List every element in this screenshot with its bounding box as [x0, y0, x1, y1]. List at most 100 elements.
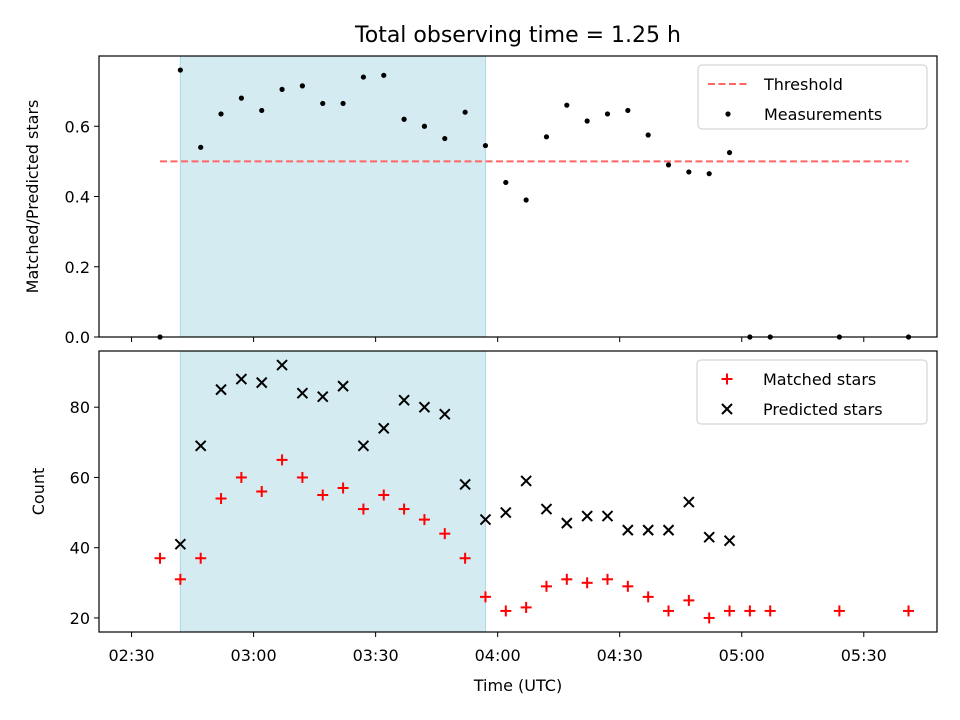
- matched-point: [903, 605, 915, 617]
- predicted-point: [337, 380, 349, 392]
- predicted-point: [235, 373, 248, 385]
- matched-point: [833, 605, 845, 617]
- legend: [697, 64, 928, 130]
- y-tick-label: 0.4: [65, 188, 90, 207]
- predicted-point: [662, 524, 675, 536]
- measurement-point: [625, 107, 631, 114]
- predicted-point-b: [378, 422, 390, 434]
- measurement-point: [686, 169, 692, 175]
- x-axis-label: Time (UTC): [473, 676, 562, 695]
- matched-point: [561, 573, 573, 585]
- predicted-point: [540, 503, 553, 515]
- matched-point: [459, 552, 471, 564]
- matched-point: [398, 503, 410, 515]
- legend-predicted-swatch-b: [721, 403, 733, 415]
- y-tick-label: 40: [70, 539, 90, 558]
- shaded-interval: [179, 55, 486, 338]
- matched-point: [601, 573, 613, 585]
- predicted-point-b: [561, 517, 573, 529]
- measurement-point: [726, 149, 733, 156]
- predicted-point: [439, 408, 451, 420]
- measurement-point: [340, 100, 346, 107]
- matched-point: [703, 612, 715, 624]
- measurement-point: [584, 118, 590, 124]
- measurement-point: [462, 109, 468, 115]
- predicted-point-b: [256, 376, 268, 389]
- matched-point: [683, 594, 695, 606]
- measurement-point: [665, 162, 672, 168]
- matched-point: [764, 605, 776, 617]
- predicted-point: [418, 401, 431, 413]
- matched-point: [418, 514, 430, 526]
- predicted-point-b: [337, 380, 349, 392]
- measurement-point: [564, 102, 570, 108]
- predicted-point-b: [296, 387, 309, 399]
- predicted-point: [622, 524, 634, 536]
- top-panel: 0.0 0.2 0.4 0.6 Matched/Predicted stars Thres…: [23, 55, 938, 347]
- y-tick-label: 0.0: [65, 328, 90, 347]
- measurement-point: [299, 83, 305, 89]
- y-axis-label: Matched/Predicted stars: [23, 100, 42, 294]
- predicted-point: [317, 390, 329, 403]
- predicted-point: [296, 387, 309, 399]
- predicted-point: [215, 383, 227, 396]
- measurement-point: [177, 67, 183, 73]
- measurement-point: [706, 171, 712, 177]
- axes-frame: [98, 55, 938, 338]
- measurement-point: [523, 197, 529, 203]
- x-tick-label: 02:30: [108, 646, 154, 665]
- matched-point: [622, 580, 634, 592]
- measurement-point: [442, 135, 448, 142]
- predicted-point: [459, 478, 471, 491]
- matched-point: [215, 493, 227, 505]
- predicted-point-b: [601, 510, 614, 522]
- predicted-point: [581, 510, 593, 522]
- matched-point: [581, 577, 593, 589]
- measurement-point: [543, 134, 550, 140]
- legend-measurement-swatch: [725, 111, 731, 117]
- predicted-point-b: [276, 359, 288, 371]
- legend-label: Predicted stars: [763, 400, 883, 419]
- predicted-point-b: [174, 538, 187, 550]
- matched-point: [154, 552, 166, 564]
- matched-point: [378, 489, 390, 501]
- y-tick-label: 80: [70, 398, 90, 417]
- predicted-point-b: [235, 373, 248, 385]
- matched-point: [439, 528, 451, 540]
- measurement-point: [645, 132, 651, 138]
- predicted-point-b: [418, 401, 431, 413]
- predicted-point-b: [683, 496, 695, 508]
- predicted-point-b: [459, 478, 471, 491]
- x-tick-label: 05:30: [841, 646, 887, 665]
- legend: [696, 359, 928, 425]
- x-tick-label: 04:00: [475, 646, 521, 665]
- matched-point: [500, 605, 512, 617]
- measurement-point: [218, 111, 224, 117]
- predicted-point: [174, 538, 187, 550]
- predicted-point-b: [357, 440, 370, 452]
- measurement-point: [503, 179, 509, 186]
- predicted-point-b: [194, 440, 207, 452]
- predicted-point-b: [317, 390, 329, 403]
- shaded-interval: [179, 350, 486, 633]
- predicted-point: [357, 440, 370, 452]
- y-tick-label: 0.2: [65, 258, 90, 277]
- matched-point: [663, 605, 675, 617]
- x-tick-label: 05:00: [719, 646, 765, 665]
- matched-point: [520, 601, 532, 613]
- y-tick-label: 20: [70, 609, 90, 628]
- matched-point: [724, 605, 736, 617]
- matched-point: [540, 580, 552, 592]
- predicted-point: [683, 496, 695, 508]
- matched-point: [744, 605, 756, 617]
- predicted-point-b: [479, 513, 492, 526]
- predicted-point: [520, 475, 532, 487]
- predicted-point-b: [520, 475, 532, 487]
- legend-label: Measurements: [764, 105, 882, 124]
- predicted-point: [500, 506, 512, 519]
- predicted-point-b: [439, 408, 451, 420]
- predicted-point-b: [662, 524, 675, 536]
- predicted-point-b: [581, 510, 593, 522]
- measurement-point: [360, 74, 367, 80]
